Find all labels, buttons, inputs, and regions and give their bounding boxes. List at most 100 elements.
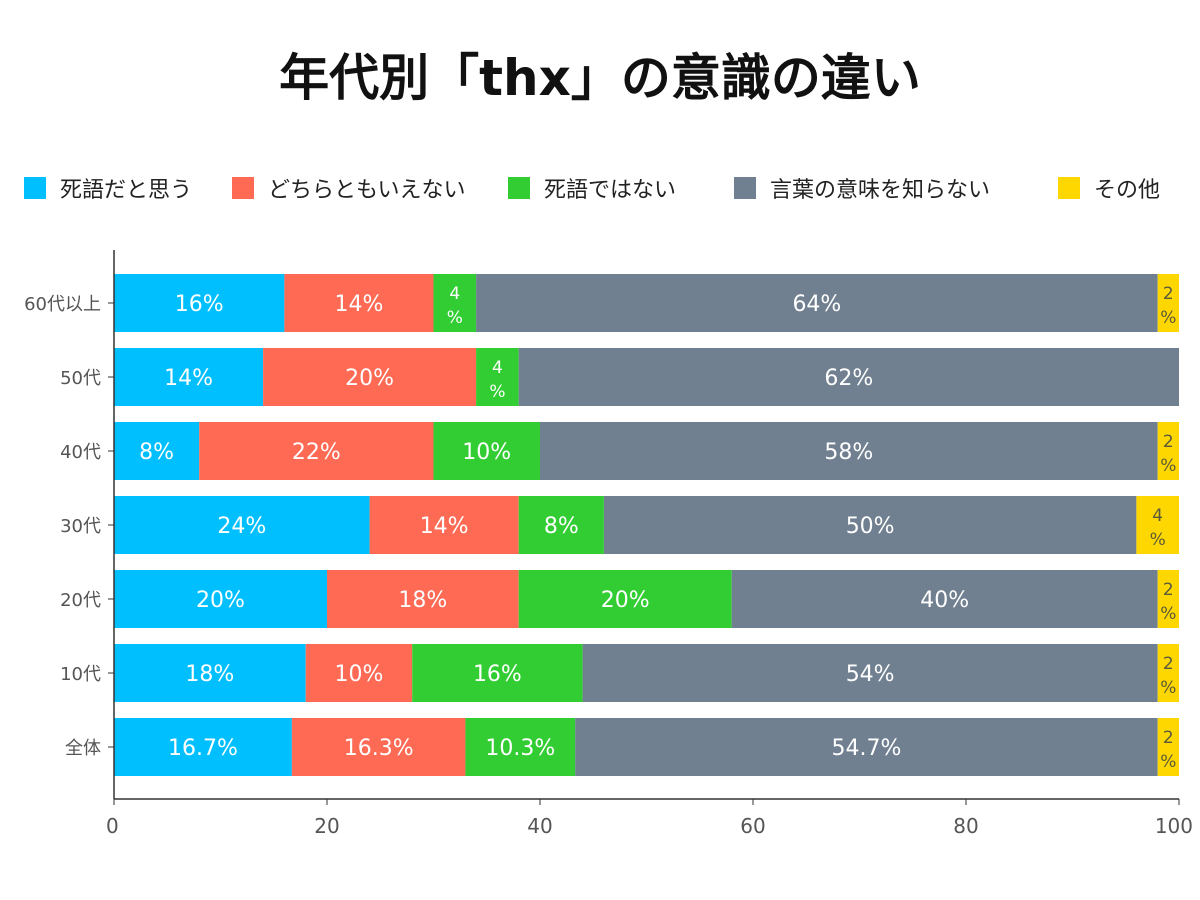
legend-item-dochira-tomo-ienai: どちらともいえない xyxy=(232,172,466,204)
bar-segment xyxy=(1157,274,1179,332)
data-label: 16.3% xyxy=(344,736,414,761)
category-label: 20代 xyxy=(60,590,101,611)
bar-segment xyxy=(603,496,1137,554)
bar-segment xyxy=(1157,644,1179,702)
data-label: 20% xyxy=(601,588,650,613)
data-label: 20% xyxy=(196,588,245,613)
legend-label: 死語だと思う xyxy=(60,178,193,203)
bar-segment xyxy=(291,718,466,776)
category-label: 50代 xyxy=(60,368,101,389)
bar-segment xyxy=(465,718,576,776)
data-label: 58% xyxy=(824,440,873,465)
data-label: 2 xyxy=(1163,728,1174,748)
data-label: 18% xyxy=(185,662,234,687)
legend-item-shigo-da-to-omou: 死語だと思う xyxy=(24,172,192,204)
data-label: 54.7% xyxy=(831,736,901,761)
legend-label: 言葉の意味を知らない xyxy=(770,178,991,203)
x-tick-label: 0 xyxy=(106,814,119,838)
bar-segment xyxy=(1157,570,1179,628)
data-label: 14% xyxy=(334,292,383,317)
bar-segment xyxy=(582,644,1158,702)
bar-segment xyxy=(369,496,519,554)
bar-segment xyxy=(114,274,285,332)
data-label: 20% xyxy=(345,366,394,391)
legend-label: どちらともいえない xyxy=(268,178,466,203)
bar-segment xyxy=(476,274,1158,332)
legend: 死語だと思う どちらともいえない 死語ではない 言葉の意味を知らない その他 xyxy=(0,172,1200,204)
bar-segment xyxy=(575,718,1158,776)
x-tick-label: 60 xyxy=(740,814,765,838)
bar-segment xyxy=(1136,496,1179,554)
data-label: 10% xyxy=(334,662,383,687)
data-label: 10% xyxy=(462,440,511,465)
data-label: 4 xyxy=(449,284,460,304)
data-label: % xyxy=(489,382,505,402)
bar-segment xyxy=(263,348,477,406)
bar-segment xyxy=(199,422,434,480)
data-label: % xyxy=(1160,308,1176,328)
legend-item-imi-wo-shiranai: 言葉の意味を知らない xyxy=(734,172,990,204)
bar-segment xyxy=(114,644,306,702)
data-label: 64% xyxy=(792,292,841,317)
legend-swatch xyxy=(734,177,756,199)
x-tick-label: 100 xyxy=(1155,814,1193,838)
data-label: 8% xyxy=(139,440,174,465)
category-label: 60代以上 xyxy=(24,294,101,315)
legend-swatch xyxy=(1058,177,1080,199)
data-label: 10.3% xyxy=(485,736,555,761)
bar-segment xyxy=(540,422,1158,480)
bar-segment xyxy=(327,570,519,628)
bar-segment xyxy=(433,274,477,332)
bar-segment xyxy=(731,570,1158,628)
x-tick-label: 20 xyxy=(314,814,339,838)
data-label: 14% xyxy=(420,514,469,539)
data-label: 2 xyxy=(1163,580,1174,600)
data-label: 40% xyxy=(920,588,969,613)
legend-swatch xyxy=(232,177,254,199)
bar-segment xyxy=(518,496,604,554)
chart-title: 年代別「thx」の意識の違い xyxy=(279,49,921,107)
category-label: 40代 xyxy=(60,442,101,463)
bar-segment xyxy=(1157,718,1179,776)
data-label: % xyxy=(447,308,463,328)
bar-segment xyxy=(1157,422,1179,480)
data-label: 16.7% xyxy=(168,736,238,761)
data-label: 16% xyxy=(473,662,522,687)
legend-item-shigo-dewa-nai: 死語ではない xyxy=(508,172,676,204)
bar-segment xyxy=(518,348,1179,406)
bar-segment xyxy=(476,348,519,406)
data-label: 62% xyxy=(824,366,873,391)
data-label: 54% xyxy=(846,662,895,687)
bar-segment xyxy=(305,644,413,702)
data-label: 14% xyxy=(164,366,213,391)
bar-segment xyxy=(284,274,434,332)
bar-segment xyxy=(114,718,292,776)
data-label: 22% xyxy=(292,440,341,465)
data-label: % xyxy=(1160,678,1176,698)
data-label: 2 xyxy=(1163,284,1174,304)
data-label: 4 xyxy=(1152,506,1163,526)
data-label: % xyxy=(1150,530,1166,550)
bar-segment xyxy=(114,422,200,480)
category-label: 10代 xyxy=(60,664,101,685)
legend-label: その他 xyxy=(1094,178,1161,203)
data-label: 4 xyxy=(492,358,503,378)
data-label: % xyxy=(1160,456,1176,476)
bar-segment xyxy=(114,570,327,628)
legend-label: 死語ではない xyxy=(544,178,677,203)
bar-segment xyxy=(518,570,732,628)
x-tick-label: 80 xyxy=(953,814,978,838)
legend-swatch xyxy=(24,177,46,199)
data-label: 8% xyxy=(544,514,579,539)
category-label: 30代 xyxy=(60,516,101,537)
data-label: 2 xyxy=(1163,654,1174,674)
bar-segment xyxy=(114,348,264,406)
data-label: % xyxy=(1160,604,1176,624)
bar-segment xyxy=(412,644,583,702)
bar-segment xyxy=(433,422,540,480)
data-label: 24% xyxy=(217,514,266,539)
legend-swatch xyxy=(508,177,530,199)
data-label: 16% xyxy=(175,292,224,317)
